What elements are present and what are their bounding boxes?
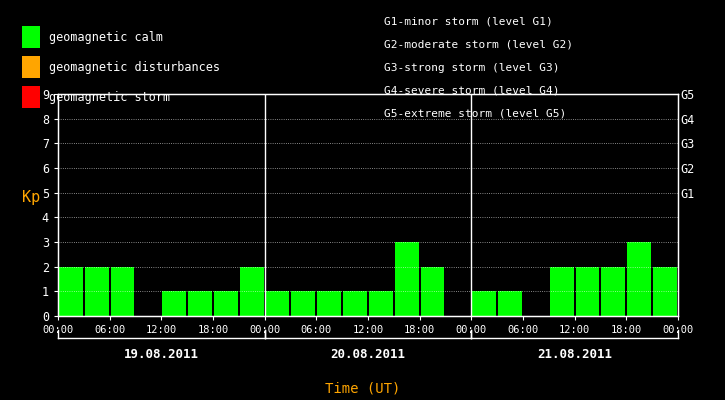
Bar xyxy=(214,291,238,316)
Text: 20.08.2011: 20.08.2011 xyxy=(331,348,405,360)
Bar xyxy=(111,267,134,316)
Bar xyxy=(395,242,418,316)
Bar xyxy=(420,267,444,316)
Text: Time (UT): Time (UT) xyxy=(325,382,400,396)
Bar xyxy=(653,267,677,316)
Y-axis label: Kp: Kp xyxy=(22,190,40,205)
Text: G3-strong storm (level G3): G3-strong storm (level G3) xyxy=(384,63,560,73)
Text: 19.08.2011: 19.08.2011 xyxy=(124,348,199,360)
Bar xyxy=(369,291,393,316)
Text: geomagnetic disturbances: geomagnetic disturbances xyxy=(49,60,220,74)
Text: G4-severe storm (level G4): G4-severe storm (level G4) xyxy=(384,86,560,96)
Bar xyxy=(265,291,289,316)
Bar xyxy=(291,291,315,316)
Text: geomagnetic calm: geomagnetic calm xyxy=(49,30,162,44)
Text: 21.08.2011: 21.08.2011 xyxy=(537,348,612,360)
Text: G2-moderate storm (level G2): G2-moderate storm (level G2) xyxy=(384,40,573,50)
Bar xyxy=(343,291,367,316)
Bar xyxy=(188,291,212,316)
Text: G1-minor storm (level G1): G1-minor storm (level G1) xyxy=(384,17,553,27)
Bar xyxy=(550,267,573,316)
Bar xyxy=(602,267,625,316)
Bar xyxy=(59,267,83,316)
Bar xyxy=(472,291,496,316)
Text: G5-extreme storm (level G5): G5-extreme storm (level G5) xyxy=(384,108,566,118)
Bar xyxy=(240,267,264,316)
Bar xyxy=(576,267,600,316)
Bar xyxy=(627,242,651,316)
Text: geomagnetic storm: geomagnetic storm xyxy=(49,90,170,104)
Bar xyxy=(318,291,341,316)
Bar xyxy=(85,267,109,316)
Bar xyxy=(162,291,186,316)
Bar xyxy=(498,291,522,316)
